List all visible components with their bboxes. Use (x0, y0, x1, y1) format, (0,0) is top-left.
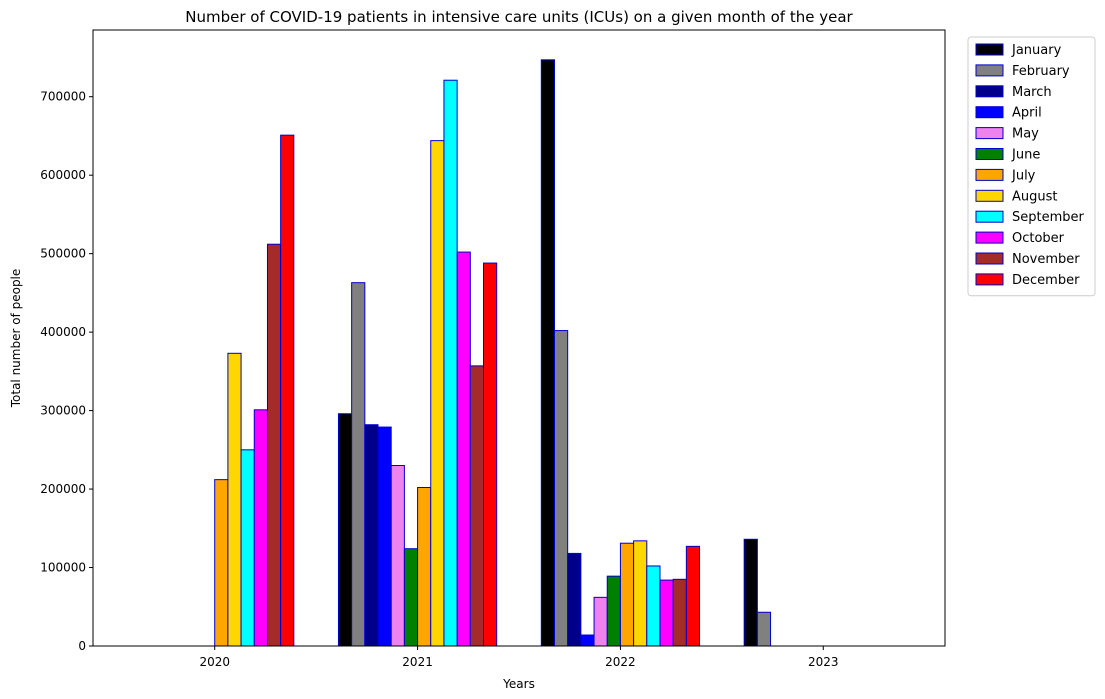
legend-label-may: May (1012, 127, 1039, 142)
x-tick-label: 2021 (402, 655, 433, 669)
legend-swatch-april (975, 106, 1004, 119)
x-tick-label: 2022 (605, 655, 636, 669)
x-tick-label: 2023 (808, 655, 839, 669)
legend-swatch-october (975, 231, 1004, 244)
legend-label-july: July (1011, 168, 1036, 183)
legend-swatch-july (975, 168, 1004, 181)
bar-january-2023 (743, 538, 758, 647)
bar-november-2022 (672, 578, 687, 647)
legend-swatch-december (975, 273, 1004, 286)
bar-may-2021 (390, 465, 405, 647)
legend-label-january: January (1011, 43, 1062, 58)
bars-group (214, 59, 772, 647)
bar-july-2020 (214, 479, 229, 647)
y-tick-label: 600000 (40, 168, 86, 182)
bar-november-2020 (266, 243, 282, 647)
x-axis: 2020 2021 2022 2023 (199, 646, 839, 669)
y-tick-label: 200000 (40, 482, 86, 496)
legend-swatch-september (975, 210, 1004, 223)
bar-february-2023 (756, 611, 772, 647)
legend-label-december: December (1012, 273, 1080, 288)
bar-november-2021 (469, 365, 485, 647)
bar-december-2022 (685, 545, 701, 647)
bar-september-2020 (240, 449, 255, 647)
y-tick-label: 300000 (40, 404, 86, 418)
y-axis: 0 100000 200000 300000 400000 500000 600000 700… (40, 90, 93, 653)
bar-june-2022 (606, 575, 621, 647)
legend-swatch-november (975, 252, 1004, 265)
x-axis-label: Years (502, 677, 535, 691)
bar-july-2021 (417, 486, 432, 647)
bar-september-2021 (443, 79, 458, 647)
bar-may-2022 (593, 596, 608, 647)
y-tick-label: 100000 (40, 561, 86, 575)
bar-august-2021 (430, 140, 445, 647)
bar-february-2022 (554, 330, 569, 647)
chart-title: Number of COVID-19 patients in intensive… (185, 8, 853, 26)
legend-swatch-may (975, 127, 1004, 140)
legend-label-february: February (1012, 64, 1070, 79)
legend-label-june: June (1011, 148, 1040, 163)
y-tick-label: 0 (78, 639, 86, 653)
bar-february-2021 (351, 282, 366, 647)
bar-december-2021 (483, 262, 498, 647)
legend-label-september: September (1012, 210, 1085, 225)
bar-october-2021 (456, 251, 471, 647)
bar-january-2021 (337, 413, 353, 647)
bar-april-2021 (377, 426, 392, 647)
bar-august-2022 (633, 540, 648, 647)
bar-september-2022 (646, 565, 661, 647)
legend-frame (967, 36, 1096, 297)
y-tick-label: 500000 (40, 247, 86, 261)
y-tick-label: 400000 (40, 325, 86, 339)
legend-label-october: October (1012, 231, 1065, 246)
bar-december-2020 (280, 134, 295, 647)
bar-august-2020 (227, 352, 242, 647)
bar-march-2021 (364, 424, 379, 647)
y-tick-label: 700000 (40, 90, 86, 104)
legend-swatch-june (975, 148, 1004, 160)
bar-january-2022 (540, 59, 555, 647)
bar-october-2020 (253, 409, 268, 647)
legend-swatch-august (975, 189, 1004, 202)
bar-april-2022 (580, 634, 595, 647)
legend: January February March April May June July Augu… (967, 36, 1096, 297)
bar-october-2022 (659, 579, 674, 647)
x-tick-label: 2020 (199, 655, 230, 669)
legend-swatch-january (975, 43, 1004, 56)
bar-july-2022 (619, 542, 635, 647)
bar-march-2022 (567, 552, 582, 647)
legend-swatch-february (975, 64, 1004, 77)
bar-june-2021 (403, 548, 419, 647)
legend-label-november: November (1012, 252, 1080, 267)
legend-label-march: March (1012, 85, 1052, 100)
legend-label-april: April (1012, 106, 1042, 121)
legend-swatch-march (975, 85, 1004, 98)
legend-label-august: August (1012, 189, 1058, 204)
plot-frame (92, 29, 946, 647)
y-axis-label: Total number of people (9, 269, 23, 409)
